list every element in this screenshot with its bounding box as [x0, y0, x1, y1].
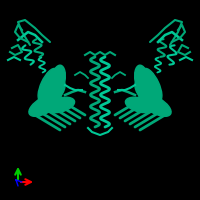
Ellipse shape	[142, 68, 162, 102]
Ellipse shape	[139, 94, 171, 116]
Ellipse shape	[51, 65, 65, 95]
Ellipse shape	[125, 97, 155, 113]
Ellipse shape	[29, 94, 61, 116]
Ellipse shape	[135, 80, 161, 110]
Ellipse shape	[38, 68, 58, 102]
Ellipse shape	[45, 97, 75, 113]
Ellipse shape	[39, 80, 65, 110]
Ellipse shape	[135, 65, 149, 95]
